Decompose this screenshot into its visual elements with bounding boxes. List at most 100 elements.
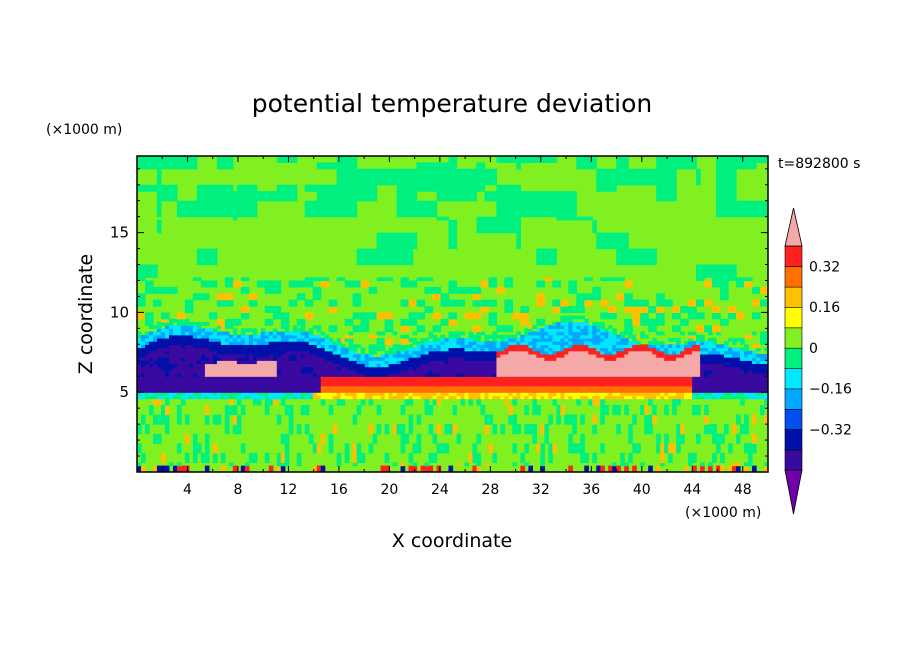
field-cell [748,395,768,400]
field-cell [368,430,374,435]
field-cell [432,395,438,400]
field-cell [476,229,521,234]
field-cell [708,465,713,470]
field-cell [680,344,685,349]
field-cell [352,443,358,448]
colorbar-segment [784,306,803,329]
field-cell [628,459,633,464]
field-cell [328,309,338,313]
field-cell [137,341,146,345]
field-cell [164,331,170,336]
field-cell [568,468,573,472]
field-cell [152,468,158,472]
field-cell [700,468,705,472]
field-cell [384,337,394,342]
field-cell [392,430,398,435]
field-cell [424,341,442,345]
field-cell [448,226,458,231]
field-cell [408,417,414,422]
field-cell [496,360,701,365]
field-cell [536,302,545,307]
field-cell [680,318,689,323]
field-cell [724,353,733,358]
field-cell [596,245,629,250]
field-cell [376,315,394,320]
field-cell [544,427,549,432]
field-cell [236,357,250,361]
field-cell [212,446,218,451]
field-cell [556,392,561,396]
field-cell [652,420,657,425]
field-cell [604,350,613,355]
field-cell [392,462,398,467]
field-cell [588,325,593,329]
field-cell [332,347,338,352]
field-cell [536,318,545,323]
field-cell [336,337,342,342]
field-cell [592,459,597,464]
x-axis: 4 8 12 16 20 24 28 32 36 40 44 48 [161,156,752,498]
field-cell [624,280,633,285]
field-cell [624,306,649,310]
field-cell [644,430,653,435]
field-cell [612,392,621,396]
field-cell [456,392,466,396]
field-cell [496,369,701,374]
field-cell [732,392,737,396]
field-cell [488,312,498,317]
field-cell [700,344,717,349]
field-cell [448,465,454,470]
field-cell [436,392,442,396]
field-cell [276,187,298,192]
field-cell [396,360,402,365]
field-cell [728,446,733,451]
field-cell [632,420,637,425]
field-cell [200,280,218,285]
field-cell [440,334,446,339]
field-cell [484,395,490,400]
x-tick-label: 28 [481,482,499,498]
field-cell [752,465,757,470]
field-cell [212,353,218,358]
field-cell [680,430,685,435]
field-cell [348,344,362,349]
field-cell [560,302,569,307]
field-cell [704,283,713,288]
field-cell [464,337,474,342]
field-cell [368,360,386,365]
field-cell [660,456,665,460]
field-cell [760,302,768,307]
field-cell [556,417,561,422]
field-cell [156,363,178,368]
field-cell [360,318,370,323]
field-cell [336,456,342,460]
field-cell [708,468,713,472]
field-cell [476,401,482,406]
field-cell [176,210,258,215]
field-cell [696,337,705,342]
field-cell [224,337,230,342]
field-cell [468,395,482,400]
field-cell [228,341,246,345]
colorbar-tick-label: −0.16 [809,382,852,398]
field-cell [716,344,725,349]
field-cell [436,424,442,428]
field-cell [328,408,334,412]
field-cell [264,306,282,310]
field-cell [632,321,641,326]
field-cell [580,414,585,419]
field-cell [156,347,210,352]
field-cell [496,184,521,189]
field-cell [728,309,737,313]
field-cell [372,436,378,441]
colorbar: 0.320.160−0.16−0.32 [784,207,852,515]
field-cell [300,366,314,371]
field-cell [656,331,665,336]
field-cell [392,344,414,349]
field-cell [624,347,657,352]
field-cell [524,449,529,454]
field-cell [308,337,326,342]
field-cell [348,350,358,355]
field-cell [740,341,745,345]
field-cell [248,299,258,304]
